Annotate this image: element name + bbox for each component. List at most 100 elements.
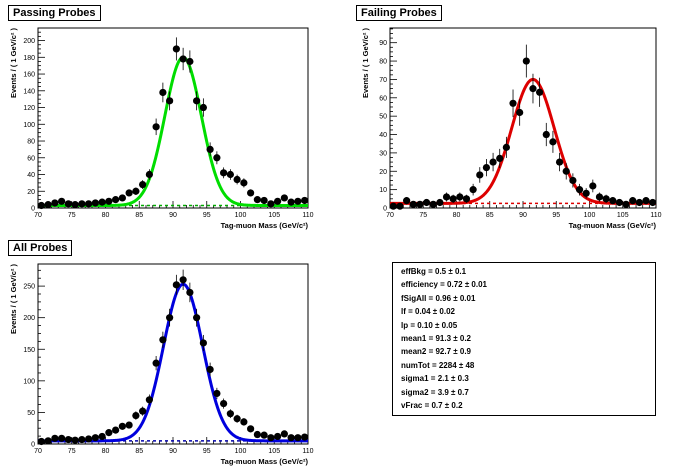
y-tick-label: 100 bbox=[23, 378, 35, 385]
plot-all: 70 75 80 85 90 95 100 105 110 0 50 100 150 200 250 Tag-… bbox=[9, 263, 314, 466]
parameter-row: mean1 = 91.3 ± 0.2 bbox=[401, 334, 471, 343]
data-point bbox=[71, 201, 79, 209]
y-tick-label: 30 bbox=[379, 150, 387, 157]
data-point bbox=[226, 410, 234, 418]
panel-title-all: All Probes bbox=[8, 240, 73, 256]
data-point bbox=[58, 197, 66, 205]
data-point bbox=[172, 281, 180, 289]
data-point bbox=[267, 200, 275, 208]
parameter-row: lp = 0.10 ± 0.05 bbox=[401, 320, 458, 330]
x-tick-label: 110 bbox=[650, 212, 661, 219]
y-tick-label: 250 bbox=[23, 284, 35, 291]
x-tick-label: 90 bbox=[169, 212, 177, 219]
data-point bbox=[389, 202, 397, 210]
data-point bbox=[422, 198, 431, 207]
data-point bbox=[186, 57, 194, 66]
data-point bbox=[51, 434, 59, 442]
data-point bbox=[482, 163, 491, 172]
data-point bbox=[44, 437, 52, 445]
data-point bbox=[145, 396, 153, 404]
data-point bbox=[642, 197, 650, 205]
data-point bbox=[456, 193, 464, 201]
x-tick-label: 105 bbox=[268, 448, 280, 455]
x-tick-label: 105 bbox=[268, 212, 280, 219]
data-point bbox=[582, 189, 590, 197]
data-point bbox=[509, 99, 517, 107]
parameter-row: lf = 0.04 ± 0.02 bbox=[401, 307, 455, 317]
x-tick-label: 75 bbox=[68, 448, 76, 455]
data-point bbox=[260, 196, 268, 205]
data-point bbox=[85, 435, 93, 443]
y-tick-label: 0 bbox=[383, 206, 387, 213]
data-point bbox=[51, 199, 59, 207]
data-point bbox=[280, 430, 288, 438]
x-axis-label: Tag-muon Mass (GeV/c²) bbox=[569, 221, 657, 230]
y-tick-label: 20 bbox=[27, 189, 35, 196]
data-point bbox=[132, 411, 140, 420]
panel-title-failing: Failing Probes bbox=[356, 5, 442, 21]
data-point bbox=[166, 314, 174, 322]
y-tick-label: 60 bbox=[379, 95, 387, 102]
y-tick-label: 40 bbox=[379, 132, 387, 139]
fit-parameters-box: effBkg = 0.5 ± 0.1 efficiency = 0.72 ± 0.… bbox=[392, 262, 656, 416]
y-axis-label: Events / ( 1 GeV/c² ) bbox=[361, 28, 370, 99]
x-tick-label: 80 bbox=[102, 212, 110, 219]
data-point bbox=[287, 434, 295, 442]
y-tick-label: 50 bbox=[379, 114, 387, 121]
data-point bbox=[429, 200, 437, 208]
data-point bbox=[220, 399, 228, 408]
data-point bbox=[555, 158, 564, 166]
data-point bbox=[64, 435, 72, 444]
x-tick-label: 85 bbox=[135, 212, 143, 219]
data-point bbox=[542, 130, 550, 139]
data-point bbox=[403, 197, 411, 205]
y-tick-label: 20 bbox=[379, 169, 387, 176]
data-point bbox=[240, 418, 248, 426]
data-point bbox=[247, 189, 255, 197]
x-tick-label: 110 bbox=[302, 448, 313, 455]
data-point bbox=[416, 200, 424, 208]
data-point bbox=[436, 198, 444, 207]
y-axis-label: Events / ( 1 GeV/c² ) bbox=[9, 264, 18, 335]
data-point bbox=[145, 170, 153, 179]
parameter-row: effBkg = 0.5 ± 0.1 bbox=[401, 267, 467, 276]
x-tick-label: 75 bbox=[68, 212, 76, 219]
x-tick-label: 90 bbox=[519, 212, 527, 219]
x-tick-label: 95 bbox=[552, 212, 560, 219]
data-point bbox=[152, 123, 160, 131]
data-point bbox=[166, 97, 174, 105]
y-tick-label: 120 bbox=[23, 105, 35, 112]
x-tick-label: 95 bbox=[203, 448, 211, 455]
data-point bbox=[489, 158, 497, 166]
data-point bbox=[98, 432, 106, 441]
y-tick-label: 140 bbox=[23, 88, 35, 95]
fit-curve bbox=[38, 282, 308, 443]
data-point bbox=[629, 197, 637, 205]
plot-frame-failing bbox=[389, 27, 657, 209]
data-point bbox=[139, 180, 147, 189]
data-point bbox=[233, 415, 241, 423]
data-point bbox=[125, 189, 133, 197]
fit-curve bbox=[38, 55, 308, 207]
data-point bbox=[199, 103, 207, 112]
parameter-row: mean2 = 92.7 ± 0.9 bbox=[401, 347, 471, 357]
data-point bbox=[562, 167, 570, 175]
data-point bbox=[112, 426, 120, 434]
y-tick-label: 80 bbox=[379, 59, 387, 66]
data-point bbox=[220, 169, 228, 177]
data-point bbox=[522, 57, 530, 65]
data-point bbox=[409, 200, 417, 208]
x-tick-label: 80 bbox=[453, 212, 461, 219]
data-point bbox=[118, 194, 126, 202]
data-point bbox=[247, 425, 255, 433]
plot-frame-all bbox=[37, 263, 309, 445]
x-tick-label: 110 bbox=[302, 212, 313, 219]
x-tick-label: 75 bbox=[419, 212, 427, 219]
x-tick-label: 70 bbox=[386, 212, 394, 219]
y-tick-label: 10 bbox=[379, 187, 387, 194]
y-tick-label: 150 bbox=[23, 347, 35, 354]
data-point bbox=[274, 197, 282, 205]
data-point bbox=[549, 138, 557, 146]
data-point bbox=[98, 198, 106, 206]
